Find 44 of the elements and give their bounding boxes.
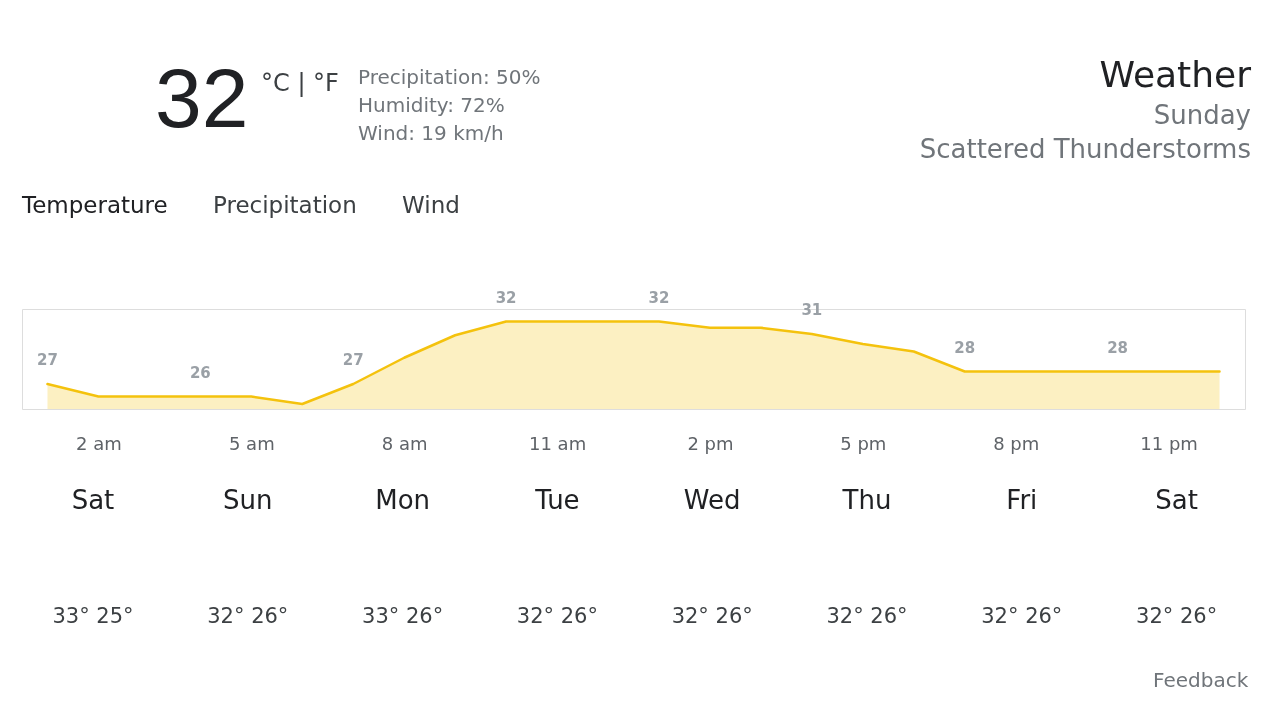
x-tick-label: 8 am bbox=[381, 432, 428, 454]
x-tick-label: 11 am bbox=[528, 432, 587, 454]
text: 32° 26° bbox=[826, 604, 908, 628]
x-tick-label: 8 pm bbox=[993, 432, 1040, 454]
text: 32 bbox=[155, 51, 249, 145]
text: Thu bbox=[841, 485, 892, 515]
text: Tue bbox=[534, 485, 580, 515]
text: Precipitation: 50% bbox=[358, 65, 541, 89]
text: Precipitation bbox=[213, 192, 357, 218]
text: Humidity: 72% bbox=[358, 93, 505, 117]
data-label: 28 bbox=[1107, 338, 1129, 357]
x-tick-label: 5 pm bbox=[840, 432, 887, 454]
text: Sun bbox=[223, 485, 273, 515]
text: Fri bbox=[1006, 485, 1038, 515]
text: 32° 26° bbox=[981, 604, 1063, 628]
data-label: 28 bbox=[954, 338, 976, 357]
data-label: 32 bbox=[495, 288, 517, 307]
text: °C | °F bbox=[261, 69, 339, 97]
text: Wind: 19 km/h bbox=[358, 121, 504, 145]
data-label: 27 bbox=[37, 351, 58, 369]
x-tick-label: 2 am bbox=[76, 432, 122, 454]
text: Mon bbox=[375, 485, 431, 515]
text: 32° 26° bbox=[207, 604, 289, 628]
chart-subtitle: Sunday bbox=[1153, 100, 1251, 130]
text: 32° 26° bbox=[516, 604, 598, 628]
data-label: 31 bbox=[801, 301, 823, 319]
text: 32° 26° bbox=[671, 604, 753, 628]
text: 32° 26° bbox=[1136, 604, 1218, 628]
x-tick-label: 2 pm bbox=[687, 432, 734, 454]
text: 33° 26° bbox=[362, 604, 444, 628]
text: Feedback bbox=[1153, 668, 1249, 692]
x-tick-label: 11 pm bbox=[1140, 432, 1198, 454]
data-label: 27 bbox=[342, 351, 364, 369]
data-label: 26 bbox=[189, 363, 211, 382]
data-label: 32 bbox=[648, 288, 670, 307]
chart-title: Weather bbox=[1099, 54, 1252, 95]
text: Temperature bbox=[21, 192, 168, 218]
text: Wed bbox=[683, 485, 741, 515]
text: 33° 25° bbox=[52, 604, 134, 628]
x-tick-label: 5 am bbox=[228, 432, 275, 454]
text: Sat bbox=[1155, 485, 1198, 515]
text: Wind bbox=[402, 192, 460, 218]
text: Scattered Thunderstorms bbox=[919, 134, 1251, 164]
text: Sat bbox=[71, 485, 115, 515]
